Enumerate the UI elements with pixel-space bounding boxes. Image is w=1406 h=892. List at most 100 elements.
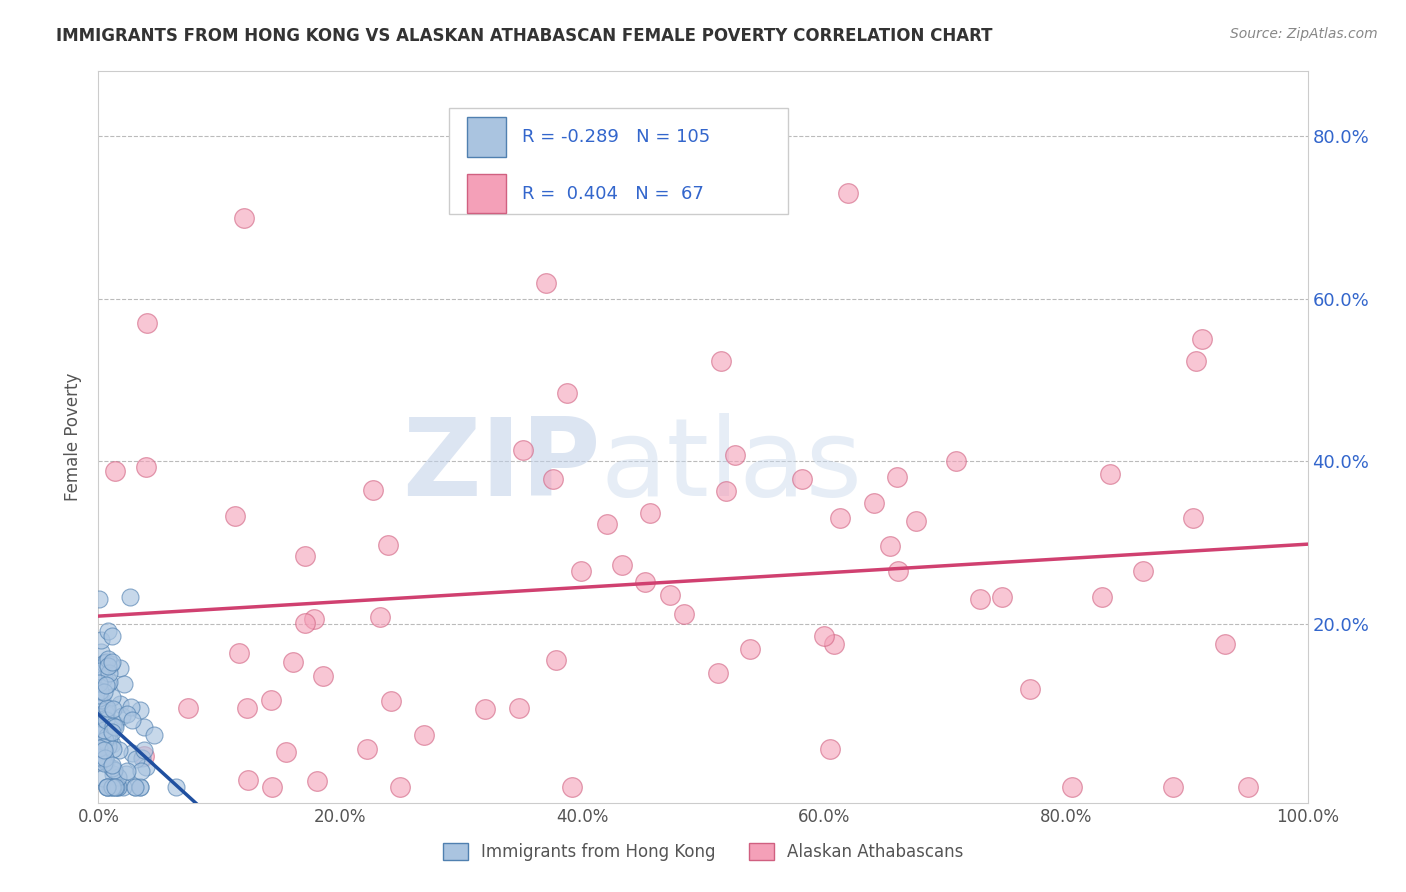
Point	[1062, 780, 1084, 794]
Point	[87, 755, 110, 769]
Legend: Immigrants from Hong Kong, Alaskan Athabascans: Immigrants from Hong Kong, Alaskan Athab…	[436, 836, 970, 868]
Point	[569, 564, 592, 578]
Point	[863, 496, 886, 510]
Point	[905, 514, 928, 528]
Point	[89, 711, 111, 725]
Point	[93, 671, 115, 685]
Point	[103, 741, 125, 756]
Text: R = -0.289   N = 105: R = -0.289 N = 105	[522, 128, 710, 146]
Point	[103, 763, 125, 777]
Point	[134, 749, 156, 764]
Point	[124, 780, 146, 794]
Point	[101, 758, 124, 772]
Point	[142, 728, 165, 742]
Point	[638, 507, 661, 521]
Point	[89, 664, 111, 678]
Point	[101, 629, 124, 643]
Point	[98, 780, 121, 794]
Point	[96, 780, 118, 794]
Point	[104, 720, 127, 734]
Point	[224, 509, 246, 524]
Point	[107, 780, 129, 794]
Point	[104, 464, 127, 478]
Point	[89, 684, 111, 698]
Point	[89, 688, 111, 702]
Point	[716, 484, 738, 499]
Point	[1213, 637, 1236, 651]
Point	[534, 276, 557, 290]
FancyBboxPatch shape	[467, 118, 506, 157]
Point	[134, 743, 156, 757]
Point	[294, 549, 316, 564]
Point	[96, 729, 118, 743]
Point	[87, 722, 110, 736]
Point	[94, 751, 117, 765]
Point	[115, 764, 138, 778]
Point	[879, 540, 901, 554]
Point	[94, 677, 117, 691]
Text: R =  0.404   N =  67: R = 0.404 N = 67	[522, 185, 703, 202]
Text: Source: ZipAtlas.com: Source: ZipAtlas.com	[1230, 27, 1378, 41]
Point	[90, 728, 112, 742]
Point	[557, 386, 579, 401]
Point	[105, 780, 128, 794]
Point	[823, 636, 845, 650]
Point	[90, 752, 112, 766]
Point	[100, 657, 122, 671]
Point	[837, 186, 859, 201]
Point	[87, 696, 110, 710]
Point	[281, 655, 304, 669]
FancyBboxPatch shape	[467, 174, 506, 213]
Point	[91, 720, 114, 734]
Point	[991, 590, 1014, 604]
Point	[87, 740, 110, 755]
Point	[115, 706, 138, 721]
Point	[1091, 590, 1114, 604]
Point	[886, 470, 908, 484]
Point	[97, 659, 120, 673]
Point	[101, 737, 124, 751]
Point	[93, 740, 115, 755]
Point	[740, 642, 762, 657]
Point	[1237, 780, 1260, 794]
FancyBboxPatch shape	[449, 108, 787, 214]
Point	[377, 538, 399, 552]
Point	[93, 743, 115, 757]
Point	[361, 483, 384, 497]
Point	[128, 780, 150, 794]
Point	[91, 771, 114, 785]
Point	[97, 676, 120, 690]
Point	[125, 752, 148, 766]
Point	[135, 316, 157, 330]
Point	[120, 700, 142, 714]
Point	[101, 702, 124, 716]
Point	[115, 767, 138, 781]
Point	[165, 780, 187, 794]
Point	[90, 735, 112, 749]
Point	[91, 660, 114, 674]
Point	[129, 703, 152, 717]
Text: atlas: atlas	[600, 413, 862, 519]
Point	[96, 780, 118, 794]
Point	[87, 675, 110, 690]
Y-axis label: Female Poverty: Female Poverty	[65, 373, 83, 501]
Point	[101, 767, 124, 781]
Point	[887, 564, 910, 578]
Point	[107, 780, 129, 794]
Point	[94, 655, 117, 669]
Point	[97, 739, 120, 753]
Point	[1182, 511, 1205, 525]
Point	[107, 770, 129, 784]
Point	[101, 780, 124, 794]
Point	[101, 690, 124, 704]
Point	[111, 708, 134, 723]
Point	[131, 751, 153, 765]
Point	[228, 646, 250, 660]
Point	[87, 716, 110, 731]
Point	[813, 629, 835, 643]
Point	[177, 701, 200, 715]
Point	[356, 741, 378, 756]
Point	[380, 694, 402, 708]
Point	[132, 720, 155, 734]
Point	[304, 612, 326, 626]
